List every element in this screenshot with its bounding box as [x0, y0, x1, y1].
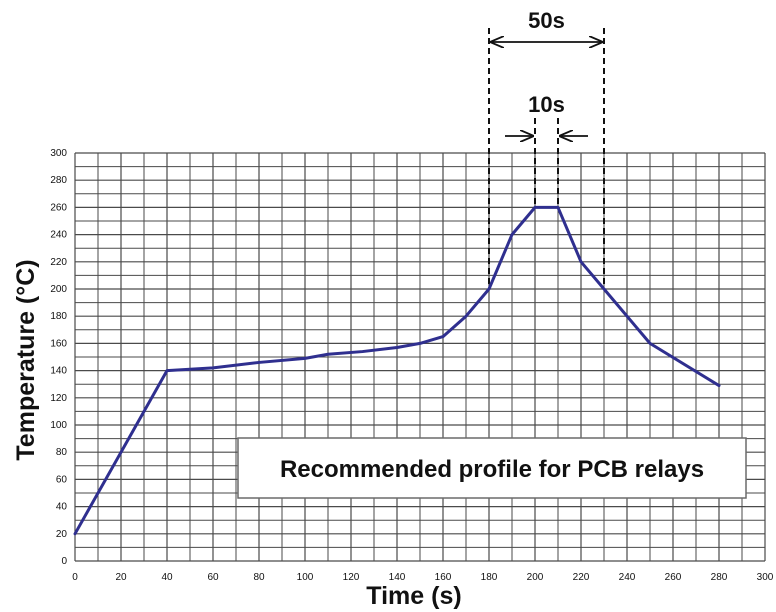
x-tick-label: 120 [343, 572, 360, 583]
x-tick-label: 300 [757, 572, 774, 583]
profile-note-background [237, 437, 747, 499]
x-tick-label: 20 [115, 572, 127, 583]
y-tick-label: 240 [50, 230, 67, 241]
y-tick-label: 200 [50, 284, 67, 295]
x-tick-label: 40 [161, 572, 173, 583]
y-tick-label: 40 [56, 502, 68, 513]
y-tick-label: 0 [61, 556, 67, 567]
x-tick-label: 240 [619, 572, 636, 583]
y-tick-label: 80 [56, 447, 68, 458]
y-tick-label: 300 [50, 148, 67, 159]
inner-span-label: 10s [528, 92, 565, 117]
y-tick-label: 60 [56, 474, 68, 485]
x-tick-label: 100 [297, 572, 314, 583]
x-tick-label: 80 [253, 572, 265, 583]
x-tick-label: 180 [481, 572, 498, 583]
x-tick-label: 60 [207, 572, 219, 583]
x-axis-tick-labels: 0 20 40 60 80 100 120 140 160 180 200 220 240 260 280 3… [72, 572, 774, 583]
y-tick-label: 180 [50, 311, 67, 322]
y-tick-label: 20 [56, 529, 68, 540]
profile-note-box: Recommended profile for PCB relays [237, 437, 747, 499]
y-tick-label: 260 [50, 202, 67, 213]
x-tick-label: 200 [527, 572, 544, 583]
x-axis-label: Time (s) [366, 582, 461, 610]
y-tick-label: 120 [50, 393, 67, 404]
y-tick-label: 160 [50, 338, 67, 349]
y-tick-label: 280 [50, 175, 67, 186]
outer-span-label: 50s [528, 8, 565, 33]
x-tick-label: 220 [573, 572, 590, 583]
x-tick-label: 280 [711, 572, 728, 583]
y-tick-label: 100 [50, 420, 67, 431]
profile-note-text: Recommended profile for PCB relays [280, 456, 704, 483]
series-layer [73, 205, 721, 536]
y-tick-label: 220 [50, 257, 67, 268]
y-axis-label: Temperature (°C) [12, 259, 40, 460]
grid-lines [74, 152, 766, 562]
y-axis-tick-labels: 0 20 40 60 80 100 120 140 160 180 200 220 240 260 280 3… [50, 148, 67, 567]
x-tick-label: 140 [389, 572, 406, 583]
y-tick-label: 140 [50, 366, 67, 377]
x-tick-label: 160 [435, 572, 452, 583]
timing-annotations: 50s 10s [488, 8, 605, 289]
x-tick-label: 260 [665, 572, 682, 583]
temperature-profile-line [73, 205, 721, 536]
x-tick-label: 0 [72, 572, 78, 583]
